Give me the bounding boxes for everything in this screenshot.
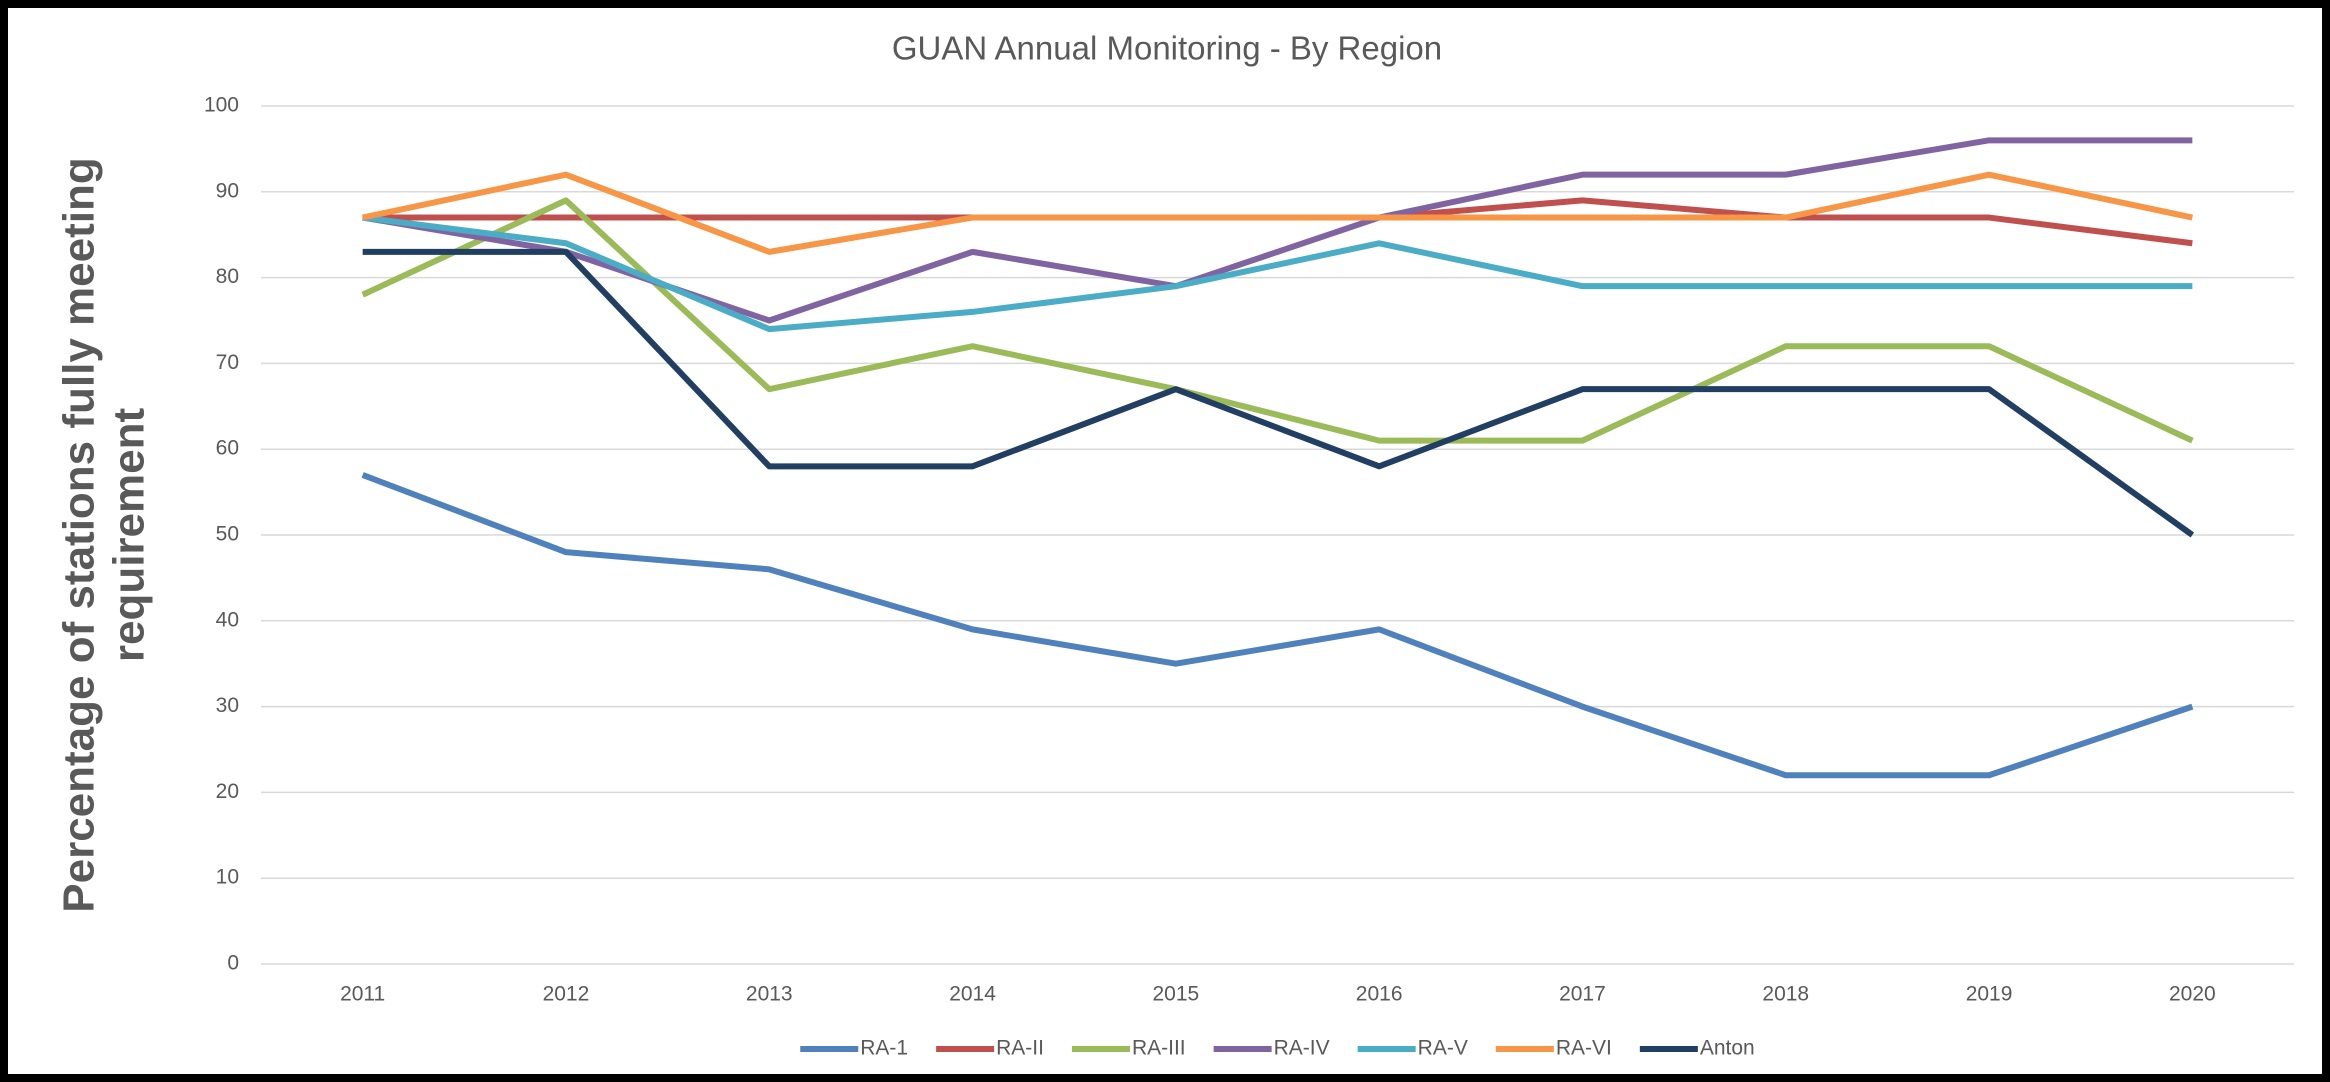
x-tick-label: 2016 <box>1356 983 1403 1006</box>
y-tick-label: 20 <box>216 780 239 803</box>
y-tick-label: 80 <box>216 265 239 288</box>
series-line <box>362 214 2193 333</box>
legend-label: RA-II <box>996 1037 1044 1060</box>
chart-title: GUAN Annual Monitoring - By Region <box>892 30 1442 67</box>
y-axis-label-line: Percentage of stations fully meeting <box>55 157 104 913</box>
legend-label: Anton <box>1700 1037 1755 1060</box>
y-tick-label: 60 <box>216 437 239 460</box>
legend-label: RA-VI <box>1556 1037 1612 1060</box>
series-line <box>362 248 2195 538</box>
y-tick-label: 40 <box>216 608 239 631</box>
y-tick-label: 100 <box>204 94 239 117</box>
x-tick-label: 2014 <box>949 983 996 1006</box>
series-line <box>362 171 2193 255</box>
series-line <box>361 197 2194 444</box>
y-tick-label: 10 <box>216 866 239 889</box>
x-tick-label: 2017 <box>1559 983 1606 1006</box>
legend-label: RA-V <box>1418 1037 1468 1060</box>
x-tick-label: 2019 <box>1966 983 2013 1006</box>
x-tick-label: 2020 <box>2169 983 2216 1006</box>
x-tick-label: 2013 <box>746 983 793 1006</box>
y-tick-label: 70 <box>216 351 239 374</box>
y-axis-label-line: requirement <box>105 408 154 663</box>
x-tick-label: 2012 <box>543 983 590 1006</box>
legend-label: RA-1 <box>860 1037 908 1060</box>
legend: RA-1 RA-II RA-III RA-IV RA-V RA-VI Anton <box>800 1037 1755 1060</box>
y-tick-label: 0 <box>227 952 239 975</box>
y-tick-label: 30 <box>216 694 239 717</box>
y-axis-label: Percentage of stations fully meeting req… <box>55 157 154 913</box>
legend-label: RA-III <box>1132 1037 1186 1060</box>
legend-label: RA-IV <box>1274 1037 1330 1060</box>
x-tick-label: 2018 <box>1762 983 1809 1006</box>
y-tick-label: 50 <box>216 523 239 546</box>
series-line <box>361 472 2194 779</box>
x-tick-label: 2015 <box>1152 983 1199 1006</box>
x-tick-label: 2011 <box>340 983 385 1006</box>
y-tick-label: 90 <box>216 179 239 202</box>
